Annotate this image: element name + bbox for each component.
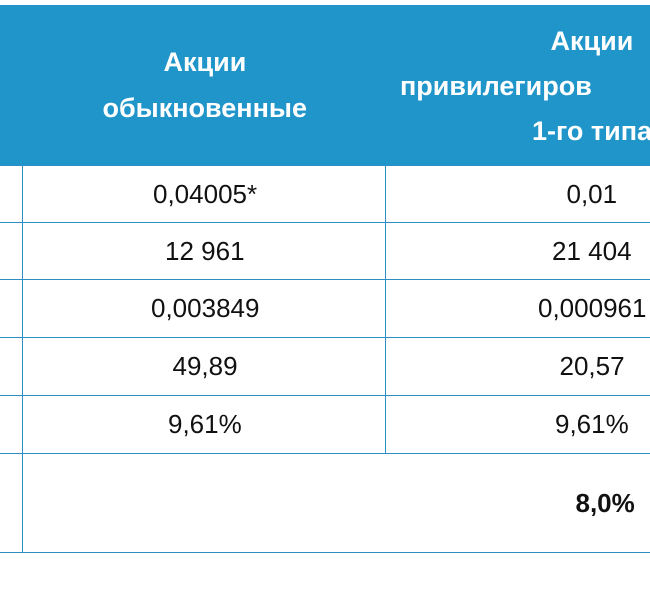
header-text: обыкновенные bbox=[102, 93, 308, 123]
total-cell: 8,0% bbox=[575, 488, 635, 518]
col-line bbox=[22, 165, 23, 553]
row-line bbox=[0, 222, 650, 223]
table-cell: 20,57 bbox=[559, 351, 625, 381]
row-line bbox=[0, 552, 650, 553]
table-cell: 49,89 bbox=[172, 351, 238, 381]
header-text: привилегиров bbox=[400, 71, 592, 101]
table-cell: 0,000961 bbox=[538, 293, 647, 323]
header-text: Акции bbox=[163, 47, 247, 77]
row-line bbox=[0, 337, 650, 338]
table-cell: 12 961 bbox=[165, 235, 245, 266]
row-line bbox=[0, 165, 650, 166]
header-text: Акции bbox=[550, 26, 634, 56]
header-band bbox=[0, 5, 650, 165]
header-text: 1-го типа bbox=[532, 116, 650, 146]
table-cell: 0,04005* bbox=[153, 178, 258, 209]
col-line bbox=[385, 165, 386, 453]
table-cell: 0,003849 bbox=[151, 293, 260, 323]
table-cell: 9,61% bbox=[168, 409, 242, 439]
row-line bbox=[0, 279, 650, 280]
table-cell: 9,61% bbox=[555, 409, 629, 439]
row-line bbox=[0, 453, 650, 454]
row-line bbox=[0, 395, 650, 396]
table-cell: 0,01 bbox=[566, 178, 618, 209]
table-cell: 21 404 bbox=[552, 235, 632, 266]
